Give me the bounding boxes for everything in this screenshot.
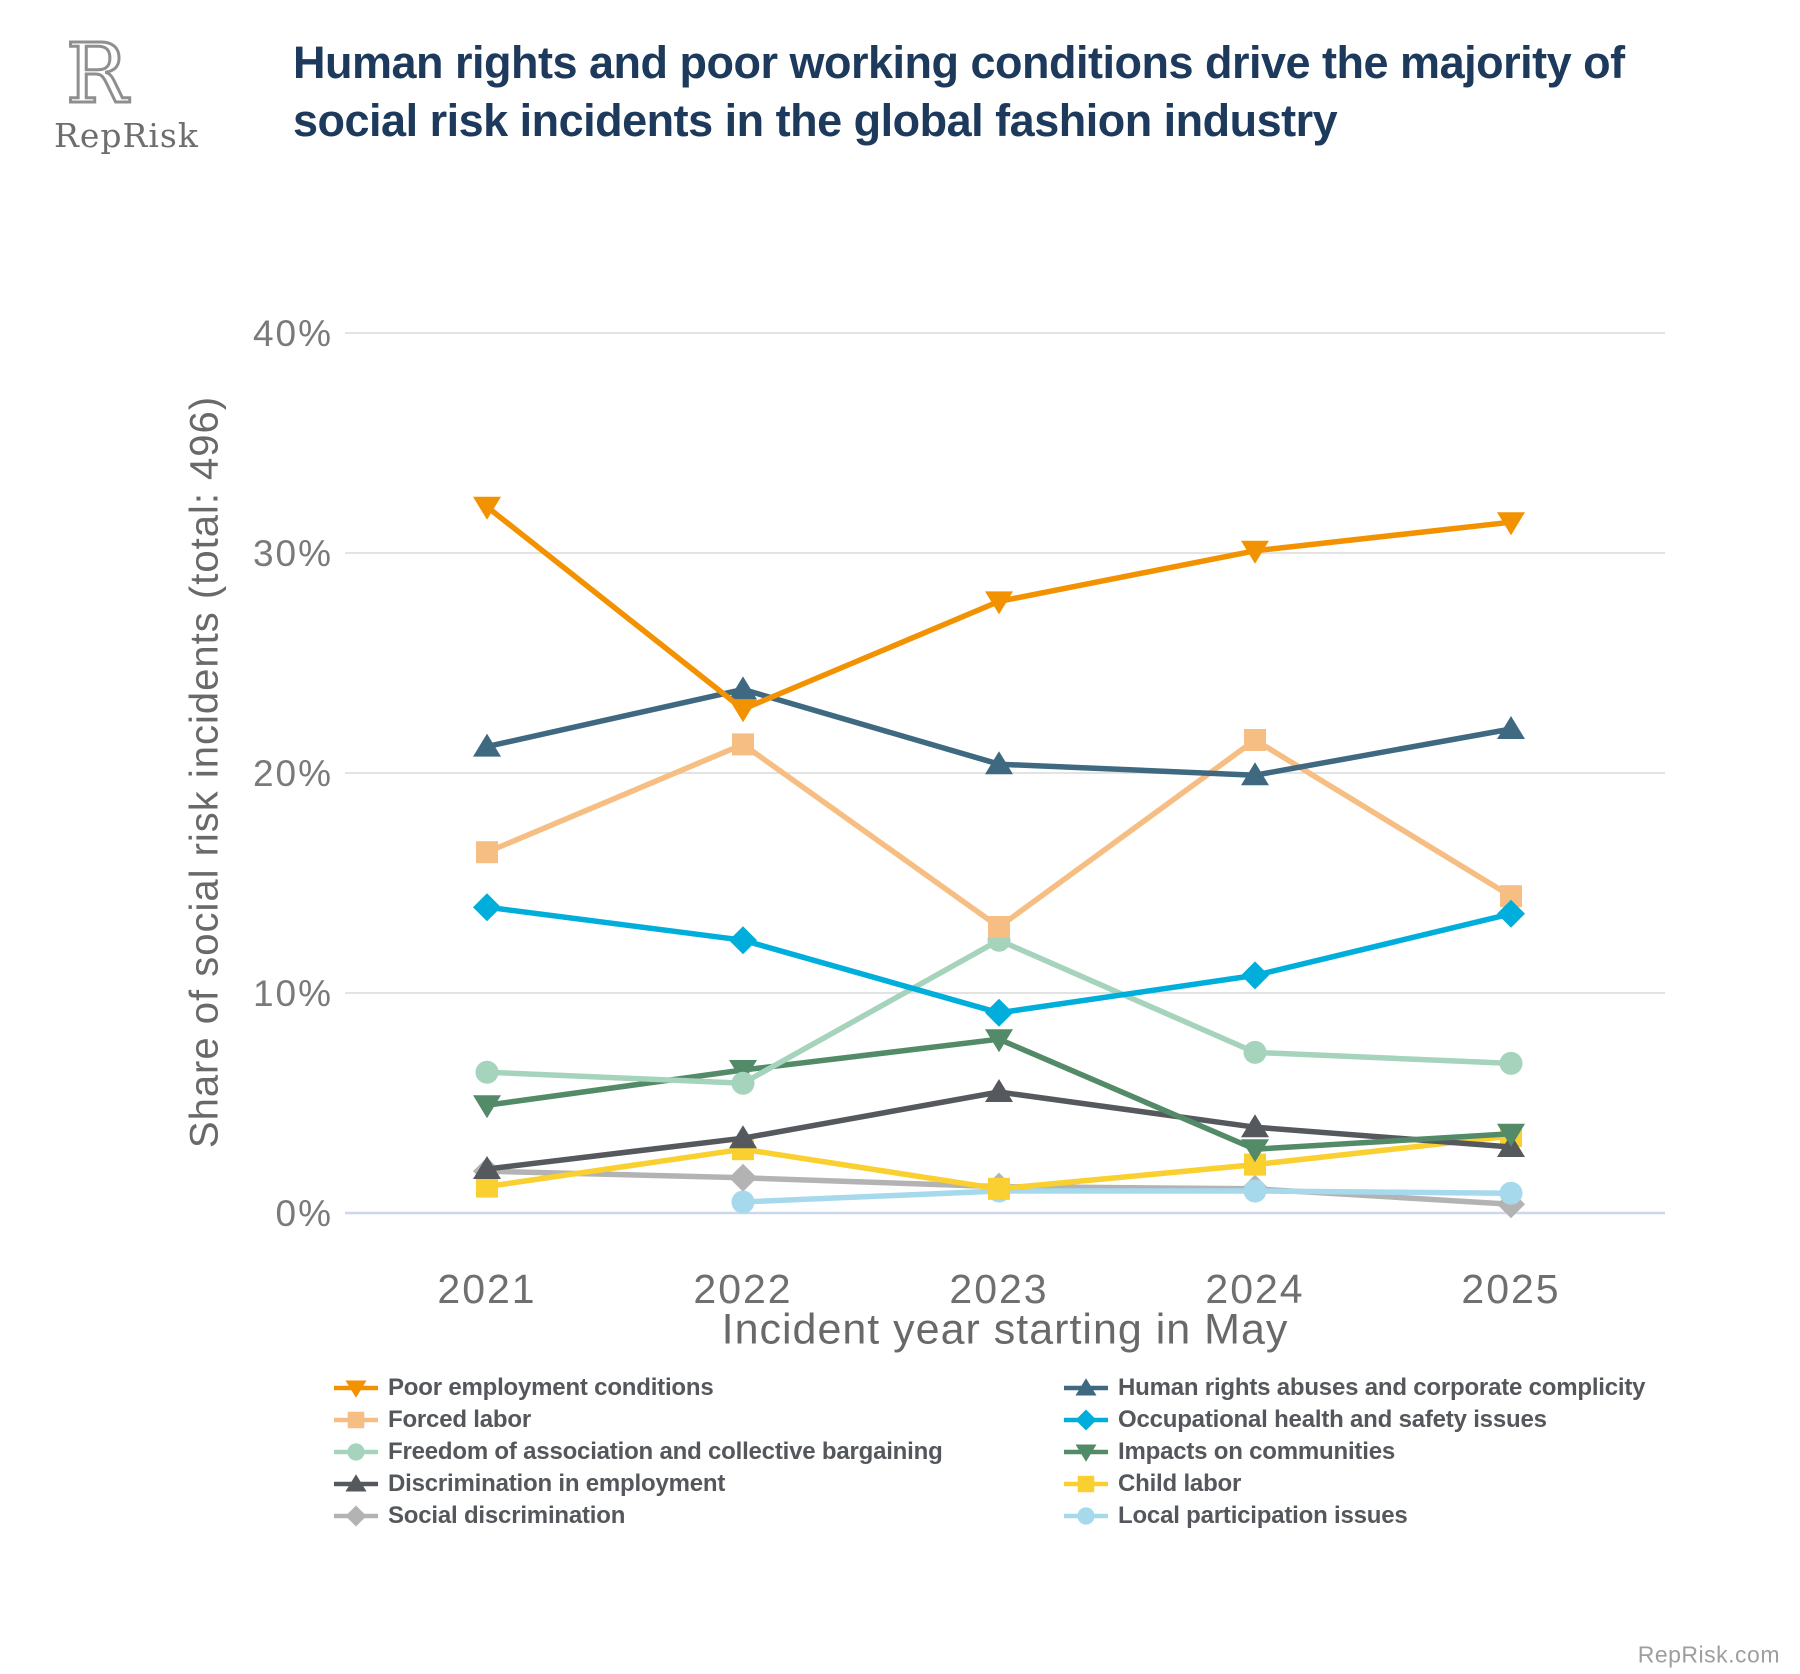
reprisk-credit: RepRisk.com bbox=[1637, 1641, 1780, 1668]
svg-text:20%: 20% bbox=[253, 753, 333, 794]
svg-text:0%: 0% bbox=[276, 1193, 333, 1234]
legend-label: Occupational health and safety issues bbox=[1118, 1406, 1547, 1433]
chart-headline: Human rights and poor working conditions… bbox=[293, 34, 1625, 150]
legend-label: Impacts on communities bbox=[1118, 1438, 1395, 1465]
legend-item-social-discrimination: Social discrimination bbox=[333, 1500, 943, 1532]
svg-text:30%: 30% bbox=[253, 533, 333, 574]
svg-text:2021: 2021 bbox=[437, 1266, 536, 1312]
svg-text:2025: 2025 bbox=[1461, 1266, 1560, 1312]
legend-label: Human rights abuses and corporate compli… bbox=[1118, 1374, 1646, 1401]
legend-column-left: Poor employment conditions Forced labor … bbox=[333, 1372, 943, 1532]
legend-label: Local participation issues bbox=[1118, 1502, 1408, 1529]
legend-label: Freedom of association and collective ba… bbox=[388, 1438, 943, 1465]
legend-item-discrimination-in-employment: Discrimination in employment bbox=[333, 1468, 943, 1500]
svg-text:40%: 40% bbox=[253, 313, 333, 354]
legend-item-freedom-of-association: Freedom of association and collective ba… bbox=[333, 1436, 943, 1468]
legend-item-occupational-health-safety: Occupational health and safety issues bbox=[1063, 1404, 1645, 1436]
legend-marker-diamond-icon bbox=[1064, 1409, 1108, 1431]
legend-marker-square-icon bbox=[334, 1411, 378, 1429]
svg-text:2024: 2024 bbox=[1205, 1266, 1304, 1312]
legend-label: Social discrimination bbox=[388, 1502, 626, 1529]
legend-item-impacts-on-communities: Impacts on communities bbox=[1063, 1436, 1645, 1468]
legend-item-local-participation-issues: Local participation issues bbox=[1063, 1500, 1645, 1532]
legend-marker-square-icon bbox=[1064, 1475, 1108, 1493]
legend-marker-triangle-up-icon bbox=[1064, 1378, 1108, 1396]
legend-item-child-labor: Child labor bbox=[1063, 1468, 1645, 1500]
legend-label: Forced labor bbox=[388, 1406, 531, 1433]
x-axis-title: Incident year starting in May bbox=[721, 1305, 1289, 1354]
legend-label: Child labor bbox=[1118, 1470, 1242, 1497]
legend-marker-triangle-down-icon bbox=[1064, 1444, 1108, 1462]
legend-label: Poor employment conditions bbox=[388, 1374, 714, 1401]
reprisk-logo-r-icon: R bbox=[65, 26, 132, 114]
y-axis-title: Share of social risk incidents (total: 4… bbox=[182, 395, 227, 1149]
reprisk-logo-wordmark: RepRisk bbox=[54, 116, 199, 155]
legend-marker-diamond-icon bbox=[334, 1505, 378, 1527]
svg-text:2023: 2023 bbox=[949, 1266, 1048, 1312]
headline-line-1: Human rights and poor working conditions… bbox=[293, 37, 1625, 88]
svg-text:2022: 2022 bbox=[693, 1266, 792, 1312]
legend-label: Discrimination in employment bbox=[388, 1470, 726, 1497]
legend-item-forced-labor: Forced labor bbox=[333, 1404, 943, 1436]
legend-item-poor-employment-conditions: Poor employment conditions bbox=[333, 1372, 943, 1404]
legend-marker-circle-icon bbox=[1064, 1507, 1108, 1525]
headline-line-2: social risk incidents in the global fash… bbox=[293, 95, 1338, 146]
legend-item-human-rights-abuses: Human rights abuses and corporate compli… bbox=[1063, 1372, 1646, 1404]
legend-marker-circle-icon bbox=[334, 1443, 378, 1461]
reprisk-logo: R RepRisk bbox=[52, 26, 252, 155]
legend-column-right: Human rights abuses and corporate compli… bbox=[1063, 1372, 1646, 1532]
svg-text:10%: 10% bbox=[253, 973, 333, 1014]
legend-marker-triangle-up-icon bbox=[334, 1474, 378, 1492]
svg-text:R: R bbox=[66, 27, 130, 114]
legend-marker-triangle-down-icon bbox=[334, 1380, 378, 1398]
